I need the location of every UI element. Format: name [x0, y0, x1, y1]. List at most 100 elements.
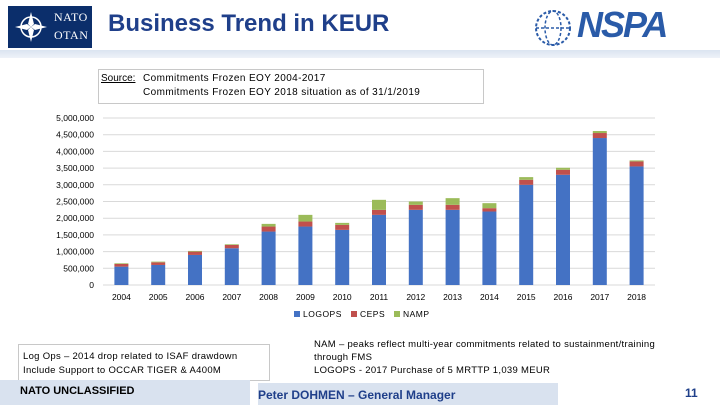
footer-author-band: [258, 383, 558, 405]
y-tick-label: 500,000: [63, 263, 94, 273]
source-box: Source: Commitments Frozen EOY 2004-2017…: [98, 69, 484, 104]
bar-namp: [335, 222, 350, 225]
bar-ceps: [482, 208, 497, 212]
x-tick-label: 2013: [443, 292, 462, 302]
note-left-line-2: Include Support to OCCAR TIGER & A400M: [23, 365, 222, 376]
bar-namp: [151, 261, 166, 263]
x-tick-label: 2015: [517, 292, 536, 302]
y-tick-label: 5,000,000: [56, 113, 94, 123]
y-tick-label: 3,000,000: [56, 180, 94, 190]
note-logops: Log Ops – 2014 drop related to ISAF draw…: [18, 344, 270, 381]
otan-text: OTAN: [54, 28, 89, 42]
legend-swatch-ceps: [351, 311, 357, 317]
y-tick-label: 1,500,000: [56, 230, 94, 240]
y-tick-label: 4,000,000: [56, 146, 94, 156]
bar-logops: [335, 229, 350, 285]
y-tick-label: 2,500,000: [56, 197, 94, 207]
bar-ceps: [261, 226, 276, 232]
source-line-2: Commitments Frozen EOY 2018 situation as…: [143, 87, 421, 98]
footer-author: Peter DOHMEN – General Manager: [258, 388, 456, 402]
bar-logops: [114, 266, 129, 285]
bar-logops: [445, 209, 460, 285]
bar-ceps: [114, 263, 129, 267]
nato-text: NATO: [54, 10, 88, 24]
bar-namp: [592, 131, 607, 134]
bar-ceps: [592, 133, 607, 139]
note-right-line-1: NAM – peaks reflect multi-year commitmen…: [314, 339, 656, 350]
bar-namp: [188, 250, 202, 252]
x-tick-label: 2010: [333, 292, 352, 302]
bar-ceps: [372, 209, 386, 215]
bar-namp: [629, 160, 644, 162]
bar-logops: [298, 226, 313, 285]
x-tick-label: 2004: [112, 292, 131, 302]
bar-namp: [519, 177, 534, 180]
x-tick-label: 2009: [296, 292, 315, 302]
legend-label-logops: LOGOPS: [303, 309, 342, 319]
y-tick-label: 0: [89, 280, 94, 290]
source-line-1: Commitments Frozen EOY 2004-2017: [143, 73, 326, 84]
bar-logops: [519, 184, 534, 285]
bar-namp: [224, 244, 239, 245]
bar-ceps: [188, 251, 202, 255]
bar-logops: [592, 138, 607, 285]
x-tick-label: 2017: [590, 292, 609, 302]
legend-label-namp: NAMP: [403, 309, 430, 319]
note-right-line-2: through FMS: [314, 352, 373, 363]
note-right-line-3: LOGOPS - 2017 Purchase of 5 MRTTP 1,039 …: [314, 365, 551, 376]
bar-namp: [482, 203, 497, 209]
bar-logops: [224, 248, 239, 285]
nato-compass-icon: [15, 12, 47, 42]
y-tick-label: 4,500,000: [56, 130, 94, 140]
y-tick-label: 1,000,000: [56, 247, 94, 257]
bar-logops: [482, 211, 497, 285]
footer-band: [0, 380, 250, 405]
bar-logops: [408, 209, 423, 285]
legend-swatch-logops: [294, 311, 300, 317]
nspa-logo: NSPA: [533, 4, 713, 48]
bar-namp: [114, 263, 129, 264]
legend-label-ceps: CEPS: [360, 309, 385, 319]
x-tick-label: 2005: [149, 292, 168, 302]
bar-logops: [261, 231, 276, 285]
y-tick-label: 3,500,000: [56, 163, 94, 173]
x-tick-label: 2014: [480, 292, 499, 302]
bar-ceps: [224, 244, 239, 249]
note-namp: NAM – peaks reflect multi-year commitmen…: [314, 338, 714, 377]
x-tick-label: 2007: [222, 292, 241, 302]
note-left-line-1: Log Ops – 2014 drop related to ISAF draw…: [23, 351, 238, 362]
x-tick-label: 2006: [186, 292, 205, 302]
bar-ceps: [629, 161, 644, 167]
bar-logops: [629, 166, 644, 285]
bar-logops: [556, 174, 570, 285]
bar-logops: [372, 214, 386, 285]
source-label: Source:: [101, 73, 136, 84]
bar-ceps: [556, 169, 570, 175]
x-tick-label: 2016: [554, 292, 573, 302]
business-trend-chart: 0 500,000 1,000,000 1,500,000 2,000,000 2,500…: [56, 113, 655, 319]
header: NATO OTAN Business Trend in KEUR NSPA: [0, 0, 720, 58]
legend-swatch-namp: [394, 311, 400, 317]
bar-ceps: [519, 179, 534, 185]
nspa-text: NSPA: [577, 4, 668, 45]
bar-namp: [445, 198, 460, 205]
page-title: Business Trend in KEUR: [108, 10, 390, 37]
x-tick-label: 2008: [259, 292, 278, 302]
bar-namp: [556, 167, 570, 170]
y-tick-label: 2,000,000: [56, 213, 94, 223]
x-tick-label: 2011: [370, 292, 389, 302]
bar-ceps: [298, 221, 313, 227]
bar-logops: [188, 254, 202, 285]
x-tick-label: 2018: [627, 292, 646, 302]
nato-logo: NATO OTAN: [8, 6, 92, 48]
bar-ceps: [151, 262, 166, 265]
bar-ceps: [408, 204, 423, 210]
bar-ceps: [335, 224, 350, 230]
classification-label: NATO UNCLASSIFIED: [20, 385, 135, 397]
bar-namp: [372, 199, 386, 210]
bar-ceps: [445, 204, 460, 210]
globe-icon: [535, 10, 571, 46]
x-tick-label: 2012: [406, 292, 425, 302]
bar-namp: [298, 214, 313, 222]
bar-logops: [151, 264, 166, 285]
